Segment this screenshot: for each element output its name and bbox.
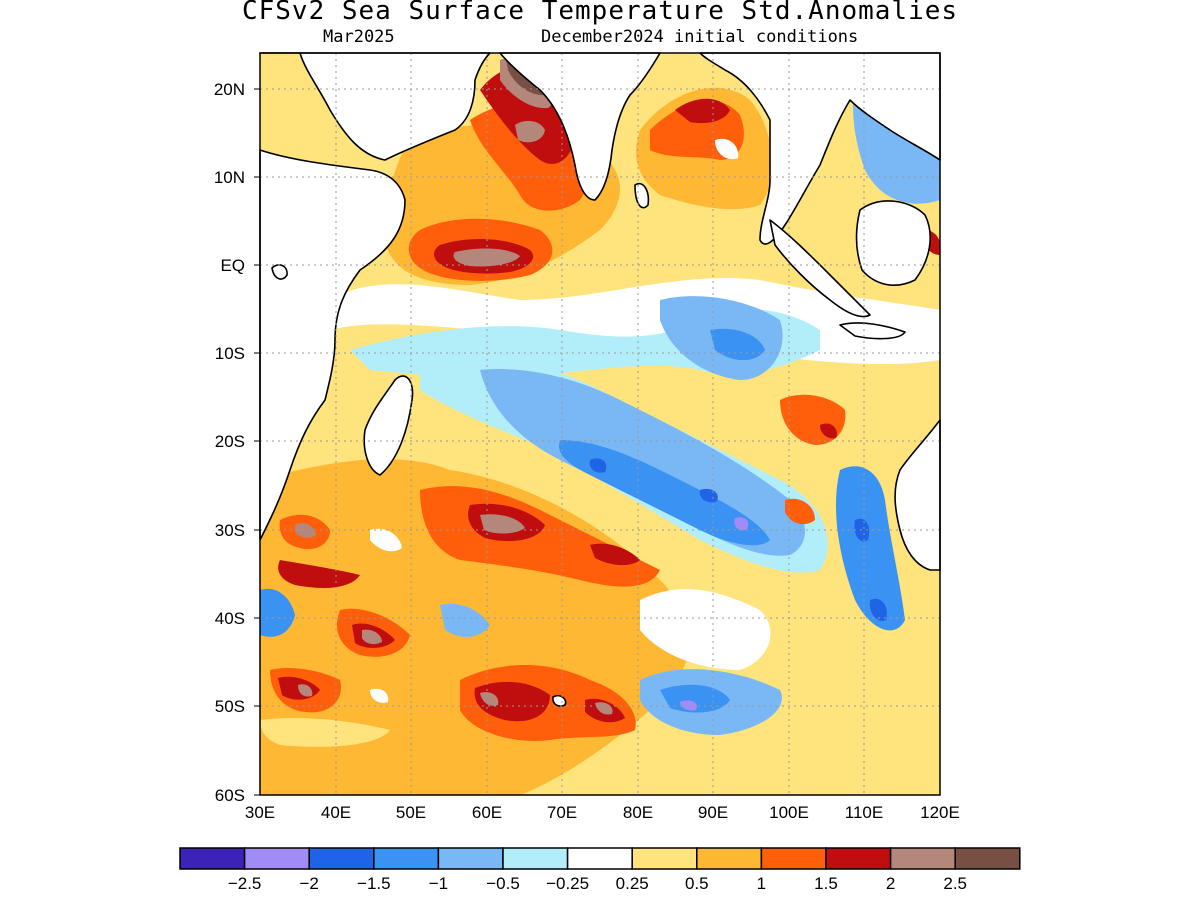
- initial-conditions-label: December2024 initial conditions: [541, 27, 859, 47]
- seychelles: [271, 264, 288, 280]
- forecast-month: Mar2025: [323, 27, 395, 47]
- colorbar-label: 1: [757, 874, 766, 893]
- colorbar-label: −2.5: [228, 874, 262, 893]
- colorbar-swatch: [437, 847, 504, 870]
- lon-label: 90E: [698, 803, 728, 822]
- lat-label: 10S: [215, 344, 245, 363]
- colorbar-swatch: [243, 847, 310, 870]
- colorbar-swatch: [760, 847, 827, 870]
- lat-label: 20N: [214, 80, 245, 99]
- lat-label: 30S: [215, 521, 245, 540]
- colorbar-swatch: [566, 847, 633, 870]
- map-frame: [259, 52, 941, 796]
- colorbar-swatch: [696, 847, 763, 870]
- colorbar-swatch: [825, 847, 892, 870]
- java: [839, 322, 906, 340]
- lon-label: 50E: [396, 803, 426, 822]
- sumatra: [769, 219, 871, 318]
- colorbar-label: −2: [300, 874, 319, 893]
- map-title: CFSv2 Sea Surface Temperature Std.Anomal…: [241, 0, 959, 26]
- colorbar-label: 2: [886, 874, 895, 893]
- colorbar-label: −0.25: [546, 874, 589, 893]
- india-landmass: [499, 52, 661, 201]
- colorbar-swatch: [954, 847, 1021, 870]
- colorbar-labels: −2.5 −2 −1.5 −1 −0.5 −0.25 0.25 0.5 1 1.5 2 2.5: [228, 874, 967, 893]
- longitude-labels: 30E 40E 50E 60E 70E 80E 90E 100E 110E 12…: [245, 803, 960, 822]
- colorbar-label: 1.5: [814, 874, 838, 893]
- lon-label: 120E: [920, 803, 960, 822]
- africa-landmass: [259, 149, 406, 541]
- colorbar-swatch: [631, 847, 698, 870]
- land-masses: [259, 52, 941, 707]
- lat-label: 20S: [215, 432, 245, 451]
- colorbar-label: −1: [429, 874, 448, 893]
- colorbar-label: 2.5: [943, 874, 967, 893]
- axis-ticks: [254, 88, 260, 796]
- lat-label: 40S: [215, 609, 245, 628]
- kerguelen-island: [552, 694, 567, 707]
- arabia-landmass: [259, 52, 491, 161]
- lon-label: 80E: [623, 803, 653, 822]
- lon-label: 100E: [769, 803, 809, 822]
- lat-label: 50S: [215, 697, 245, 716]
- lat-label: EQ: [220, 256, 245, 275]
- colorbar-swatch: [308, 847, 375, 870]
- colorbar-label: 0.5: [685, 874, 709, 893]
- madagascar: [363, 375, 414, 476]
- lat-label: 60S: [215, 786, 245, 805]
- lon-label: 40E: [321, 803, 351, 822]
- colorbar-label: −1.5: [357, 874, 391, 893]
- australia-landmass: [894, 419, 941, 571]
- lon-label: 30E: [245, 803, 275, 822]
- latitude-labels: 20N 10N EQ 10S 20S 30S 40S 50S 60S: [214, 80, 245, 805]
- colorbar-swatch: [179, 847, 246, 870]
- borneo: [855, 200, 931, 286]
- gridlines: [260, 53, 940, 795]
- colorbar-swatches: [179, 847, 1021, 870]
- lon-label: 110E: [845, 803, 883, 822]
- lon-label: 70E: [547, 803, 577, 822]
- colorbar-label: −0.5: [486, 874, 520, 893]
- sri-lanka: [634, 183, 650, 209]
- lat-label: 10N: [214, 168, 245, 187]
- lon-label: 60E: [472, 803, 502, 822]
- colorbar-swatch: [373, 847, 440, 870]
- colorbar-label: 0.25: [616, 874, 649, 893]
- colorbar-swatch: [889, 847, 956, 870]
- colorbar-swatch: [502, 847, 569, 870]
